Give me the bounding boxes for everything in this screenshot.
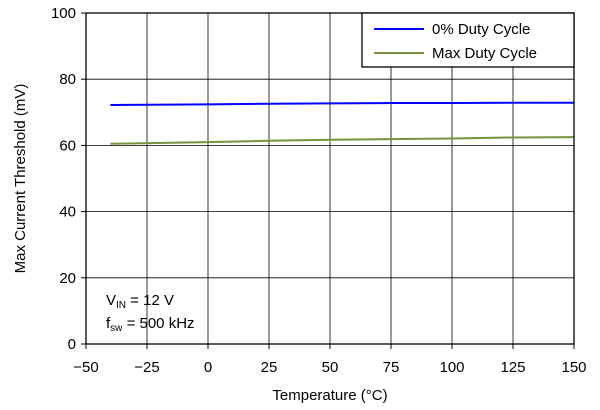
y-tick-label: 40: [59, 204, 76, 221]
x-axis-title: Temperature (°C): [272, 387, 387, 404]
x-tick-label: −50: [73, 359, 98, 376]
grid-lines: [86, 13, 574, 344]
x-tick-label: −25: [134, 359, 159, 376]
y-tick-label: 0: [68, 336, 76, 353]
x-tick-label: 50: [322, 359, 339, 376]
x-tick-label: 25: [261, 359, 278, 376]
axis-ticks: [81, 12, 575, 349]
x-tick-labels: −50 −25 0 25 50 75 100 125 150: [73, 359, 586, 376]
x-tick-label: 150: [561, 359, 586, 376]
series-lines: [110, 101, 575, 145]
annotation-fsw: fsw = 500 kHz: [106, 315, 195, 334]
legend: 0% Duty Cycle Max Duty Cycle: [361, 12, 575, 68]
series-line-0: [110, 101, 574, 107]
y-tick-label: 60: [59, 137, 76, 154]
legend-box: [361, 12, 575, 68]
y-tick-labels: 0 20 40 60 80 100: [51, 5, 76, 353]
x-tick-label: 75: [383, 359, 400, 376]
series-line-1: [110, 136, 575, 145]
condition-annotation: VIN = 12 V fsw = 500 kHz: [106, 292, 195, 334]
y-tick-label: 80: [59, 71, 76, 88]
legend-label-0: 0% Duty Cycle: [432, 21, 530, 38]
y-tick-label: 100: [51, 5, 76, 22]
x-tick-label: 0: [204, 359, 212, 376]
y-axis-title: Max Current Threshold (mV): [12, 84, 29, 274]
x-tick-label: 125: [500, 359, 525, 376]
legend-label-1: Max Duty Cycle: [432, 45, 537, 62]
x-tick-label: 100: [439, 359, 464, 376]
annotation-vin: VIN = 12 V: [106, 292, 174, 311]
y-tick-label: 20: [59, 270, 76, 287]
